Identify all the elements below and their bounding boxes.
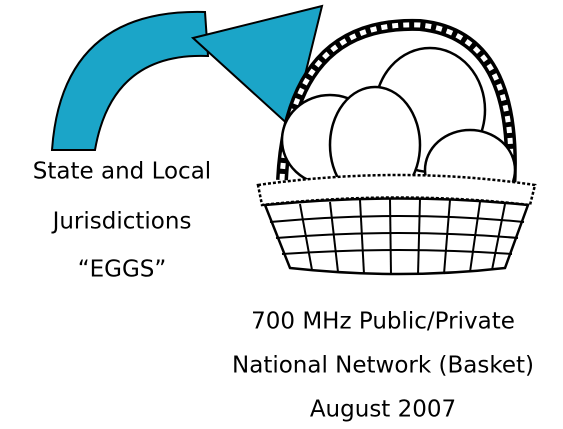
basket-label-line: August 2007 — [310, 397, 456, 423]
eggs-label-line: State and Local — [33, 159, 211, 185]
basket-handle-weave — [279, 22, 514, 191]
basket — [256, 18, 537, 276]
arrow-body — [50, 10, 210, 151]
eggs-label-line: Jurisdictions — [51, 209, 192, 235]
basket-weave — [269, 198, 525, 276]
arrow-head — [190, 4, 324, 130]
basket-label-line: National Network (Basket) — [232, 353, 534, 379]
arrow — [50, 4, 324, 151]
basket-label-line: 700 MHz Public/Private — [251, 309, 515, 335]
eggs-label-line: “EGGS” — [78, 257, 167, 283]
